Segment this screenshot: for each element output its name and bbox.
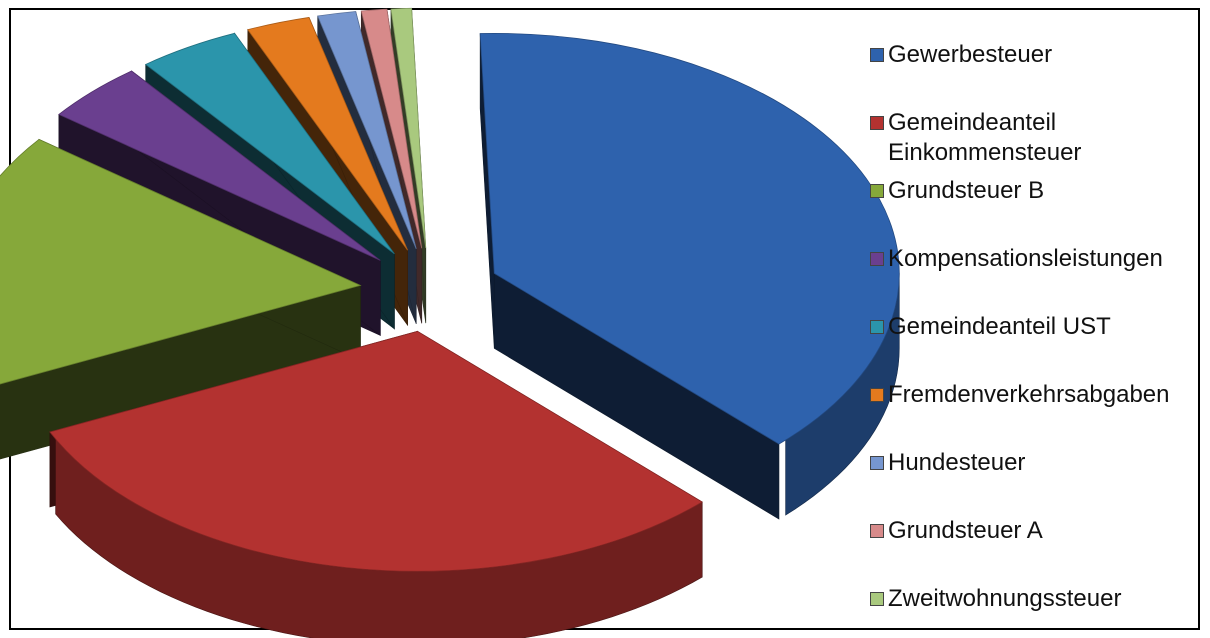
legend-swatch (870, 524, 884, 538)
legend-swatch (870, 320, 884, 334)
legend-label: Grundsteuer B (888, 177, 1045, 204)
legend-label: Gemeindeanteil Einkommensteuer (888, 109, 1082, 166)
pie-slice-top (479, 32, 900, 445)
pie-slice-top (390, 7, 427, 249)
legend-item: Grundsteuer B (870, 176, 1044, 206)
legend-label: Zweitwohnungssteuer (888, 585, 1122, 612)
legend-item: Gemeindeanteil UST (870, 312, 1111, 342)
pie-slice-top (0, 138, 362, 385)
legend-item: Fremdenverkehrsabgaben (870, 380, 1170, 410)
pie-slice (49, 330, 704, 638)
legend-label: Fremdenverkehrsabgaben (888, 381, 1170, 408)
legend-swatch (870, 48, 884, 62)
legend-swatch (870, 388, 884, 402)
legend-swatch (870, 252, 884, 266)
legend-item: Kompensationsleistungen (870, 244, 1163, 274)
pie-slice-top (58, 70, 381, 261)
pie-slice (479, 32, 900, 520)
pie-slice-top (360, 8, 423, 249)
legend-swatch (870, 592, 884, 606)
pie-slice-top (49, 330, 704, 572)
pie-slice-top (247, 16, 408, 251)
pie-slice-top (317, 11, 417, 249)
legend-item: Gewerbesteuer (870, 40, 1052, 70)
pie-slice (0, 138, 362, 460)
legend-label: Hundesteuer (888, 449, 1026, 476)
legend-swatch (870, 184, 884, 198)
legend-item: Gemeindeanteil Einkommensteuer (870, 108, 1081, 168)
pie-slice-top (144, 32, 395, 255)
legend-label: Kompensationsleistungen (888, 245, 1163, 272)
legend-item: Hundesteuer (870, 448, 1025, 478)
legend-label: Grundsteuer A (888, 517, 1043, 544)
legend-label: Gemeindeanteil UST (888, 313, 1111, 340)
legend-swatch (870, 456, 884, 470)
legend-label: Gewerbesteuer (888, 41, 1053, 68)
legend-swatch (870, 116, 884, 130)
legend-item: Grundsteuer A (870, 516, 1043, 546)
legend-item: Zweitwohnungssteuer (870, 584, 1121, 614)
